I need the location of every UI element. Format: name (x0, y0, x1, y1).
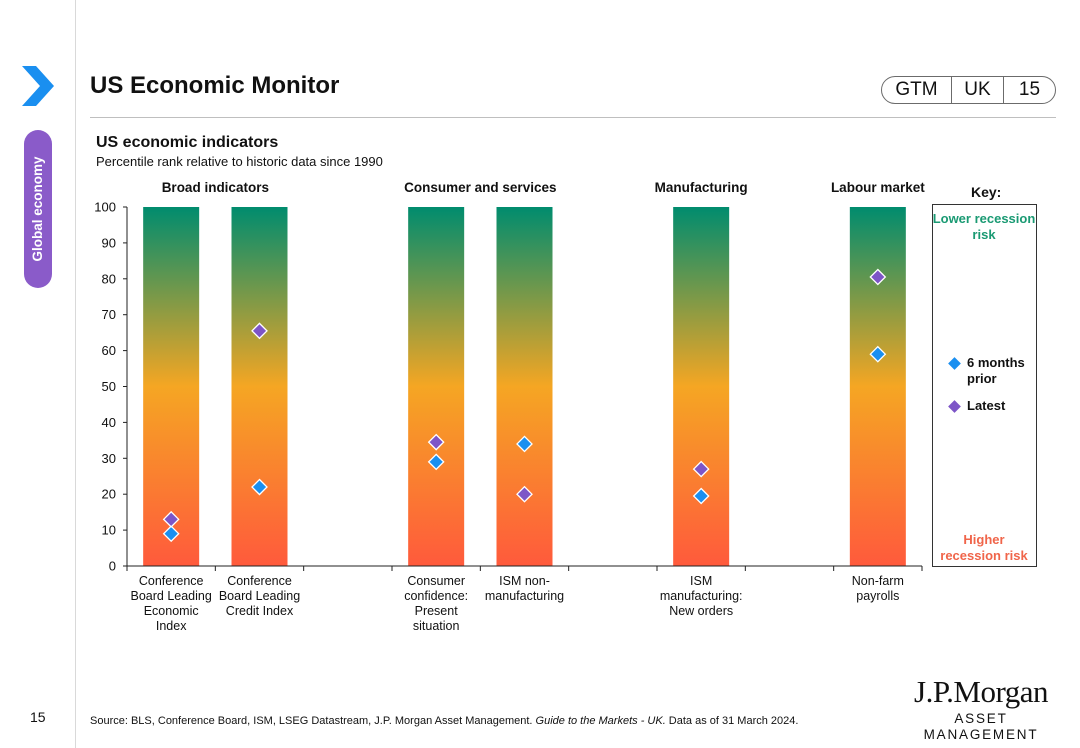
y-tick-label: 80 (102, 271, 116, 286)
category-label: Conference Board Leading Economic Index (131, 574, 212, 633)
y-tick-label: 0 (109, 559, 116, 574)
group-header: Manufacturing (655, 180, 748, 195)
marker-6-months-prior (692, 487, 710, 505)
marker-latest (427, 433, 445, 451)
logo-subtitle: ASSET MANAGEMENT (923, 711, 1039, 742)
chart-title: US economic indicators (96, 134, 279, 151)
marker-latest (162, 510, 180, 528)
y-tick-label: 20 (102, 487, 116, 502)
category-label: Consumer confidence: Present situation (404, 574, 468, 633)
gradient-bar (408, 207, 465, 566)
category-label: Non-farm payrolls (852, 574, 904, 603)
page-title: US Economic Monitor (90, 72, 340, 99)
category-label: ISM manufacturing: New orders (660, 574, 743, 618)
legend-item-6-months-prior: 6 months prior (948, 355, 1037, 387)
y-tick-label: 60 (102, 343, 116, 358)
key-higher-risk: Higher recession risk (940, 532, 1028, 563)
title-divider (90, 117, 1056, 118)
logo-name: J.P.Morgan (914, 674, 1048, 709)
gradient-bar (143, 207, 200, 566)
y-tick-label: 40 (102, 415, 116, 430)
category-label: ISM non-manufacturing (485, 574, 564, 603)
marker-6-months-prior (516, 435, 533, 453)
marker-latest (251, 322, 268, 340)
gradient-bar (673, 207, 730, 566)
legend-label: Latest (967, 398, 1006, 413)
category-label: Conference Board Leading Credit Index (219, 574, 300, 618)
diamond-icon (948, 400, 961, 413)
marker-latest (869, 268, 887, 286)
group-header: Broad indicators (162, 180, 269, 195)
marker-6-months-prior (251, 478, 268, 496)
y-tick-label: 70 (102, 307, 116, 322)
jpmorgan-logo: J.P.Morgan ASSET MANAGEMENT (906, 675, 1056, 743)
page-badge: GTM UK 15 (881, 76, 1056, 104)
marker-latest (692, 460, 710, 478)
chart-subtitle: Percentile rank relative to historic dat… (96, 154, 383, 169)
badge-page: 15 (1002, 77, 1055, 103)
key-lower-risk: Lower recession risk (932, 211, 1036, 242)
section-tab[interactable] (24, 130, 52, 288)
gradient-bar (849, 207, 906, 566)
badge-region: UK (950, 77, 1003, 103)
gradient-bar (231, 207, 288, 566)
marker-6-months-prior (869, 345, 887, 363)
marker-6-months-prior (427, 453, 445, 471)
source-note: Source: BLS, Conference Board, ISM, LSEG… (90, 715, 798, 727)
diamond-icon (948, 357, 961, 370)
sidebar-divider (75, 0, 76, 748)
y-tick-label: 30 (102, 451, 116, 466)
source-text: Source: BLS, Conference Board, ISM, LSEG… (90, 715, 536, 727)
source-publication: Guide to the Markets - UK. (535, 715, 666, 727)
legend-item-latest: Latest (948, 398, 1037, 414)
y-tick-label: 50 (102, 379, 116, 394)
key-title: Key: (971, 184, 1002, 200)
badge-gtm: GTM (895, 79, 938, 100)
y-tick-label: 90 (102, 235, 116, 250)
y-tick-label: 100 (94, 200, 116, 215)
gradient-bar (496, 207, 553, 566)
key-box (932, 204, 1037, 567)
page-number: 15 (30, 709, 46, 725)
legend-label: 6 months prior (967, 355, 1025, 386)
marker-latest (516, 485, 533, 503)
marker-6-months-prior (162, 525, 180, 543)
source-date: Data as of 31 March 2024. (665, 715, 799, 727)
group-header: Labour market (831, 180, 925, 195)
chevron-right-icon (22, 66, 54, 106)
y-tick-label: 10 (102, 523, 116, 538)
group-header: Consumer and services (404, 180, 556, 195)
